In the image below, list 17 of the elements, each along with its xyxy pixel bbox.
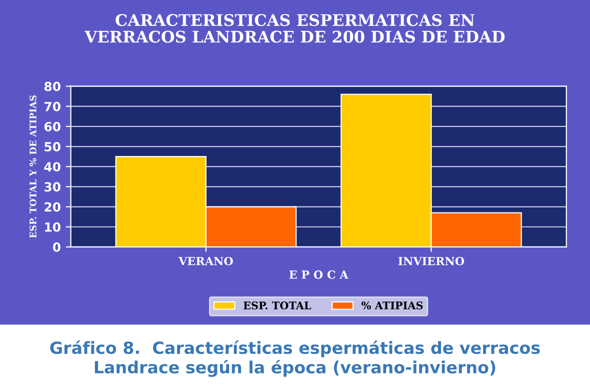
y-tick-label: 30 <box>44 182 60 192</box>
y-tick-label: 80 <box>44 82 60 92</box>
y-tick-label: 20 <box>44 202 60 212</box>
legend-label: ESP. TOTAL <box>244 302 312 310</box>
chart-title: CARACTERISTICAS ESPERMATICAS EN VERRACOS LANDRACE DE 200 DIAS DE EDAD <box>84 14 505 43</box>
y-axis-title: ESP. TOTAL Y % DE ATIPIAS <box>30 95 36 238</box>
y-tick-label: 0 <box>52 242 60 252</box>
y-tick-label: 50 <box>44 142 60 152</box>
legend-label: % ATIPIAS <box>362 302 423 310</box>
x-tick-label: VERANO <box>178 256 233 266</box>
text: Gráfico 8. Características espermáticas de verracos Landrace según la época (verano-invierno) <box>50 340 540 377</box>
y-tick-label: 70 <box>44 102 60 112</box>
y-tick-label: 40 <box>44 162 60 172</box>
y-tick-label: 10 <box>45 222 60 232</box>
y-tick-label: 60 <box>44 122 60 132</box>
x-tick-label: INVIERNO <box>398 256 464 266</box>
x-axis-title: E P O C A <box>289 270 348 279</box>
